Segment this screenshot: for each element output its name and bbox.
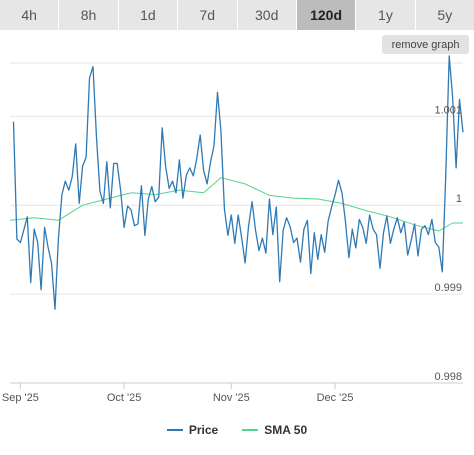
x-tick-label: Sep '25 bbox=[2, 392, 39, 404]
tab-1y[interactable]: 1y bbox=[356, 0, 416, 30]
legend-swatch-price bbox=[166, 429, 183, 431]
x-tick-label: Dec '25 bbox=[317, 392, 354, 404]
series-lines bbox=[9, 55, 464, 310]
axes: 0.998 0.999 1 1.001 Sep '25 Oct '25 Nov '25 Dec… bbox=[2, 104, 463, 404]
tab-7d[interactable]: 7d bbox=[178, 0, 238, 30]
tab-8h[interactable]: 8h bbox=[59, 0, 119, 30]
y-tick-label: 1.001 bbox=[434, 104, 462, 116]
legend-label-sma50: SMA 50 bbox=[264, 423, 308, 437]
y-tick-label: 0.998 bbox=[434, 371, 462, 383]
x-tick-label: Nov '25 bbox=[213, 392, 250, 404]
tab-4h[interactable]: 4h bbox=[0, 0, 60, 30]
remove-graph-button[interactable]: remove graph bbox=[382, 35, 469, 54]
range-tabs: 4h 8h 1d 7d 30d 120d 1y 5y bbox=[0, 0, 474, 30]
tab-1d[interactable]: 1d bbox=[118, 0, 179, 30]
tab-30d[interactable]: 30d bbox=[237, 0, 297, 30]
legend-item-sma50[interactable]: SMA 50 bbox=[242, 423, 307, 437]
legend-swatch-sma50 bbox=[242, 429, 259, 431]
tab-120d[interactable]: 120d bbox=[296, 0, 357, 30]
tab-5y[interactable]: 5y bbox=[415, 0, 474, 30]
price-series-line bbox=[12, 55, 464, 310]
y-tick-label: 1 bbox=[456, 193, 462, 205]
y-tick-label: 0.999 bbox=[434, 282, 462, 294]
price-chart: 0.998 0.999 1 1.001 Sep '25 Oct '25 Nov '25 Dec… bbox=[2, 55, 464, 404]
sma50-series-line bbox=[9, 177, 463, 232]
legend-item-price[interactable]: Price bbox=[166, 423, 219, 437]
legend: Price SMA 50 bbox=[0, 420, 474, 440]
legend-label-price: Price bbox=[188, 423, 219, 437]
x-tick-label: Oct '25 bbox=[107, 392, 142, 404]
